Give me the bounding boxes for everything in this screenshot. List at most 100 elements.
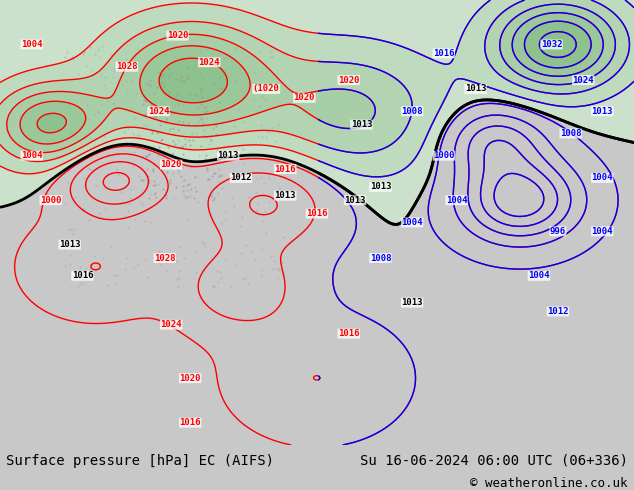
Point — [248, 97, 258, 104]
Point — [253, 132, 263, 140]
Point — [196, 100, 206, 108]
Point — [148, 167, 158, 174]
Point — [182, 187, 192, 195]
Text: 1000: 1000 — [433, 151, 455, 160]
Point — [155, 111, 165, 119]
Point — [136, 176, 146, 184]
Point — [273, 121, 283, 129]
Point — [174, 268, 184, 275]
Point — [173, 282, 183, 290]
Point — [130, 114, 140, 122]
Point — [194, 151, 204, 159]
Point — [138, 86, 148, 94]
Point — [141, 121, 151, 129]
Point — [239, 118, 249, 126]
Point — [240, 274, 250, 282]
Text: 1016: 1016 — [338, 329, 359, 338]
Point — [196, 87, 206, 95]
Point — [172, 74, 182, 82]
Point — [67, 231, 77, 239]
Point — [199, 131, 209, 139]
Point — [77, 275, 87, 283]
Text: 996: 996 — [550, 227, 566, 236]
Point — [185, 100, 195, 108]
Text: 1024: 1024 — [148, 107, 169, 116]
Point — [236, 64, 247, 72]
Point — [85, 134, 95, 142]
Point — [81, 62, 91, 70]
Point — [267, 124, 277, 132]
Point — [85, 43, 95, 51]
Point — [270, 137, 280, 145]
Point — [148, 143, 158, 151]
Point — [157, 148, 167, 156]
Point — [252, 175, 262, 183]
Point — [75, 280, 85, 288]
Point — [257, 92, 268, 100]
Point — [94, 53, 104, 61]
Point — [158, 185, 169, 193]
Point — [107, 243, 117, 251]
Point — [204, 140, 214, 147]
Point — [140, 110, 150, 118]
Text: 1028: 1028 — [154, 253, 176, 263]
Text: 1013: 1013 — [59, 240, 81, 249]
Point — [247, 150, 257, 158]
Point — [120, 55, 131, 63]
Point — [145, 194, 155, 202]
Point — [231, 44, 242, 52]
Point — [138, 176, 148, 184]
Point — [138, 64, 148, 72]
Point — [272, 265, 282, 272]
Point — [168, 57, 178, 65]
Point — [202, 58, 212, 66]
Point — [79, 205, 89, 213]
Point — [220, 216, 230, 224]
Text: 1020: 1020 — [294, 94, 315, 102]
Point — [200, 155, 210, 163]
Point — [167, 149, 178, 157]
Point — [213, 189, 223, 197]
Point — [273, 274, 283, 282]
Point — [212, 147, 222, 154]
Point — [195, 70, 205, 78]
Point — [243, 279, 253, 287]
Point — [209, 282, 219, 290]
Point — [148, 166, 158, 173]
Point — [221, 153, 231, 161]
Point — [73, 282, 83, 290]
Text: 1013: 1013 — [351, 120, 372, 129]
Point — [257, 134, 268, 142]
Point — [165, 176, 175, 184]
Point — [169, 138, 179, 146]
Point — [115, 142, 126, 150]
Point — [186, 185, 196, 193]
Point — [178, 187, 188, 195]
Point — [64, 225, 74, 233]
Point — [214, 172, 224, 180]
Point — [126, 76, 136, 84]
Text: 1020: 1020 — [160, 160, 182, 169]
Point — [129, 216, 139, 223]
Point — [255, 47, 265, 55]
Point — [202, 175, 212, 183]
Point — [205, 65, 215, 73]
Point — [79, 50, 89, 58]
Point — [172, 275, 182, 283]
Point — [186, 130, 197, 138]
Point — [217, 184, 227, 192]
Point — [181, 217, 191, 224]
Point — [203, 175, 213, 183]
Text: 1012: 1012 — [547, 307, 569, 316]
Point — [65, 251, 75, 259]
Text: 1013: 1013 — [275, 191, 296, 200]
Point — [174, 274, 184, 282]
Point — [154, 247, 164, 255]
Point — [198, 126, 209, 134]
Point — [183, 136, 193, 144]
Point — [144, 150, 154, 158]
Point — [206, 136, 216, 144]
Point — [216, 171, 226, 179]
Point — [145, 76, 155, 84]
Point — [89, 157, 99, 165]
